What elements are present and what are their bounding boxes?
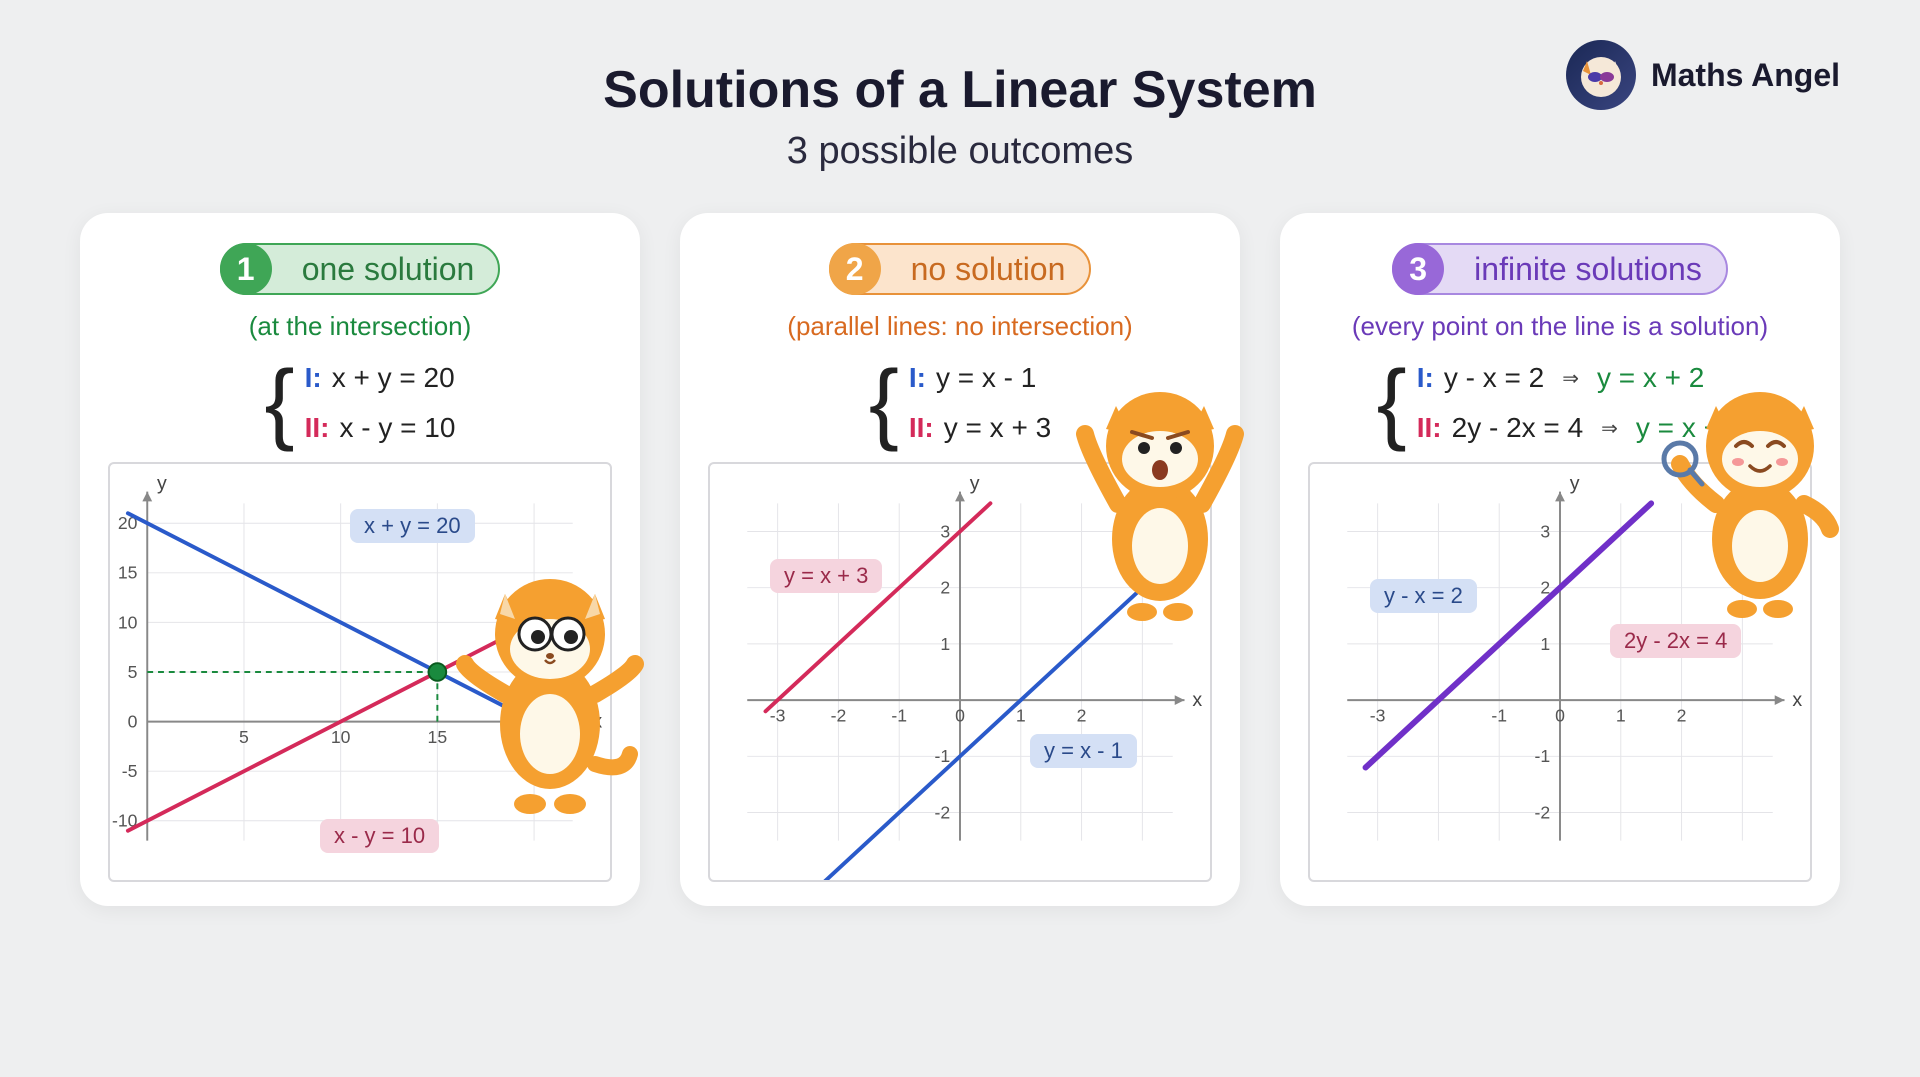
mascot-icon [450, 564, 650, 824]
svg-text:x: x [1792, 689, 1802, 711]
card-number: 3 [1392, 243, 1444, 295]
eq-2: 2y - 2x = 4 [1452, 412, 1584, 444]
card-one-solution: 1 one solution (at the intersection) { I… [80, 213, 640, 906]
svg-text:15: 15 [428, 727, 448, 747]
card-title: infinite solutions [1444, 251, 1702, 288]
brand-icon [1566, 40, 1636, 110]
svg-text:-3: -3 [1370, 706, 1386, 726]
svg-text:-1: -1 [1535, 746, 1551, 766]
svg-text:5: 5 [128, 662, 138, 682]
eq-1: y - x = 2 [1444, 362, 1544, 394]
card-title: no solution [881, 251, 1066, 288]
svg-text:-1: -1 [935, 746, 951, 766]
eq-roman-2: II: [909, 412, 934, 444]
line-label-blue: y - x = 2 [1370, 579, 1477, 613]
card-note: (every point on the line is a solution) [1308, 311, 1812, 342]
line-label-blue: x + y = 20 [350, 509, 475, 543]
card-header: 3 infinite solutions [1308, 243, 1812, 295]
eq-roman-2: II: [1417, 412, 1442, 444]
svg-text:2: 2 [1077, 706, 1087, 726]
graph-one-solution: xy5101520-10-505101520 x + y = 20 x - y … [108, 462, 612, 882]
card-header: 2 no solution [708, 243, 1212, 295]
card-note: (at the intersection) [108, 311, 612, 342]
svg-text:2: 2 [1677, 706, 1687, 726]
line-label-blue: y = x - 1 [1030, 734, 1137, 768]
svg-text:0: 0 [128, 711, 138, 731]
card-infinite-solutions: 3 infinite solutions (every point on the… [1280, 213, 1840, 906]
arrow-icon: ⇒ [1601, 416, 1618, 441]
graph-infinite-solutions: xy-3-1012-2-1123 y - x = 2 2y - 2x = 4 [1308, 462, 1812, 882]
svg-text:1: 1 [940, 634, 950, 654]
eq-2: y = x + 3 [944, 412, 1051, 444]
svg-text:x: x [1192, 689, 1202, 711]
svg-text:-1: -1 [1491, 706, 1507, 726]
card-pill: 2 no solution [829, 243, 1092, 295]
graph-no-solution: xy-3-2-1012-2-1123 y = x + 3 y = x - 1 [708, 462, 1212, 882]
eq-roman-1: I: [1417, 362, 1434, 394]
svg-text:-2: -2 [935, 802, 951, 822]
svg-text:-5: -5 [122, 761, 138, 781]
svg-text:2: 2 [940, 578, 950, 598]
brace-icon: { [1377, 376, 1407, 430]
svg-text:0: 0 [955, 706, 965, 726]
eq-2: x - y = 10 [340, 412, 456, 444]
svg-text:10: 10 [118, 612, 138, 632]
eq-1: x + y = 20 [332, 362, 455, 394]
svg-text:3: 3 [1540, 521, 1550, 541]
eq-roman-1: I: [909, 362, 926, 394]
svg-text:y: y [970, 473, 980, 495]
brace-icon: { [265, 376, 295, 430]
svg-text:y: y [157, 473, 167, 495]
card-pill: 1 one solution [220, 243, 501, 295]
card-pill: 3 infinite solutions [1392, 243, 1728, 295]
card-number: 1 [220, 243, 272, 295]
arrow-icon: ⇒ [1562, 366, 1579, 391]
brace-icon: { [869, 376, 899, 430]
svg-text:5: 5 [239, 727, 249, 747]
card-no-solution: 2 no solution (parallel lines: no inters… [680, 213, 1240, 906]
card-note: (parallel lines: no intersection) [708, 311, 1212, 342]
brand-logo: Maths Angel [1566, 40, 1840, 110]
svg-text:15: 15 [118, 563, 138, 583]
card-number: 2 [829, 243, 881, 295]
eq-roman-1: I: [305, 362, 322, 394]
svg-text:-2: -2 [831, 706, 847, 726]
svg-text:1: 1 [1540, 634, 1550, 654]
svg-text:1: 1 [1616, 706, 1626, 726]
eq-roman-2: II: [305, 412, 330, 444]
page-subtitle: 3 possible outcomes [0, 130, 1920, 173]
svg-text:-3: -3 [770, 706, 786, 726]
mascot-icon [1060, 374, 1260, 634]
equations-block: { I: x + y = 20 II: x - y = 10 [108, 362, 612, 444]
line-label-pink: x - y = 10 [320, 819, 439, 853]
cards-container: 1 one solution (at the intersection) { I… [0, 213, 1920, 906]
card-header: 1 one solution [108, 243, 612, 295]
svg-text:0: 0 [1555, 706, 1565, 726]
svg-text:-2: -2 [1535, 802, 1551, 822]
line-label-pink: y = x + 3 [770, 559, 882, 593]
card-title: one solution [272, 251, 475, 288]
brand-name: Maths Angel [1651, 57, 1840, 94]
svg-text:3: 3 [940, 521, 950, 541]
svg-text:y: y [1570, 473, 1580, 495]
svg-text:1: 1 [1016, 706, 1026, 726]
mascot-icon [1660, 374, 1860, 634]
svg-text:10: 10 [331, 727, 351, 747]
svg-text:-1: -1 [891, 706, 907, 726]
eq-1: y = x - 1 [936, 362, 1036, 394]
